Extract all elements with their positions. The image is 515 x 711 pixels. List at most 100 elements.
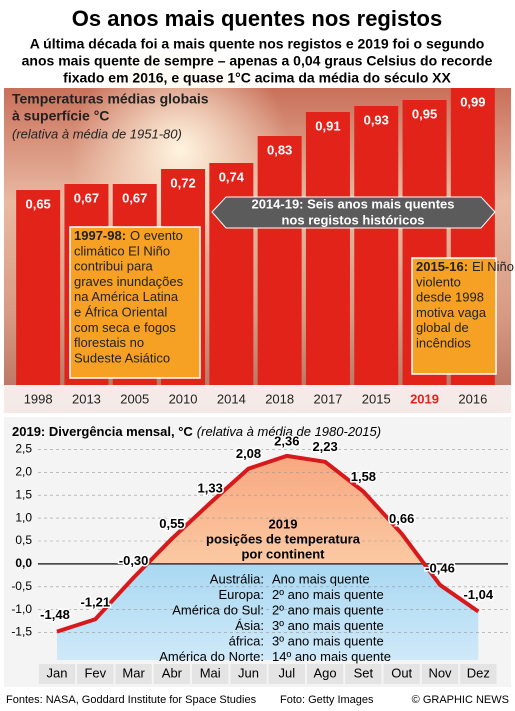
photo-credit: Foto: Getty Images (280, 694, 374, 706)
bar (16, 190, 61, 385)
credit: © GRAPHIC NEWS (412, 694, 509, 706)
panel-title: 2019 (269, 516, 298, 531)
y-tick-label: 0,5 (15, 533, 32, 547)
month-box (306, 664, 344, 684)
x-tick-label: 2017 (313, 391, 342, 406)
x-tick-label: Ago (314, 665, 337, 680)
value-label: 0,67 (122, 190, 147, 205)
month-box (230, 664, 267, 684)
annotation-text: graves inundações (74, 274, 184, 289)
area (57, 455, 479, 660)
value-label: 0,95 (412, 106, 437, 121)
annotation-box (411, 257, 497, 375)
month-box (77, 664, 114, 684)
value-label: 0,65 (25, 196, 50, 211)
y-tick-label: -1,0 (11, 602, 32, 616)
month-box (383, 664, 420, 684)
x-tick-label: Mar (122, 665, 145, 680)
x-tick-label: Set (354, 665, 374, 680)
value-label: 0,93 (364, 112, 389, 127)
annotation-line: incêndios (416, 336, 471, 351)
line (56, 453, 480, 634)
continent-name: Austrália: (210, 571, 264, 586)
value-label: -0,30 (119, 553, 149, 568)
continent-name: Ásia: (235, 618, 264, 633)
value-label: -1,04 (463, 587, 493, 602)
annotation-text: climático El Niño (74, 244, 170, 259)
bar (257, 136, 302, 385)
panel-title: posições de temperatura (206, 531, 361, 546)
chart-title: à superfície °C (12, 108, 109, 124)
bar (305, 112, 350, 385)
annotation-text: 2014-19: Seis anos mais quentes (251, 196, 454, 211)
value-label: 0,72 (170, 175, 195, 190)
annotation-line: O evento (130, 228, 183, 243)
annotation-line: violento (416, 275, 461, 290)
bar (209, 163, 254, 385)
annotation-text: Sudeste Asiático (74, 351, 170, 366)
annotation-line: desde 1998 (416, 290, 484, 305)
x-tick-label: 2016 (458, 391, 487, 406)
title: Os anos mais quentes nos registos (72, 6, 442, 31)
continent-name: áfrica: (229, 633, 264, 648)
continent-name: Europa: (218, 587, 264, 602)
x-tick-label: Jul (278, 665, 295, 680)
annotation-line: motiva vaga (416, 305, 487, 320)
month-box (153, 664, 191, 684)
continent-status: 2º ano mais quente (272, 602, 384, 617)
annotation-line: com seca e fogos (74, 320, 176, 335)
annotation-line: contribui para (74, 259, 154, 274)
x-tick-label: 1998 (24, 391, 53, 406)
y-tick-label: 1,0 (15, 510, 32, 524)
annotation-head: 1997-98: (74, 228, 126, 243)
continent-status: 14º ano mais quente (272, 649, 391, 664)
y-tick-label: 0,0 (15, 556, 32, 570)
annotation-text: desde 1998 (416, 290, 484, 305)
value-label: 2,36 (274, 433, 299, 448)
annotation-text: e África Oriental (74, 305, 167, 320)
x-tick-label: Fev (84, 665, 106, 680)
month-box (345, 664, 382, 684)
value-label: 0,83 (267, 142, 292, 157)
annotation-line: El Niño mais (472, 259, 515, 274)
x-tick-label: Nov (428, 665, 452, 680)
chart-subtitle: (relativa à média de 1951-80) (12, 126, 182, 141)
annotation-text: incêndios (416, 336, 471, 351)
annotation-text: 2015-16: El Niño mais (416, 259, 515, 274)
annotation-line: Sudeste Asiático (74, 351, 170, 366)
chart-subtitle: (relativa à média de 1980-2015) (197, 424, 381, 439)
subtitle: A última década foi a mais quente nos re… (30, 36, 485, 52)
value-label: 2,08 (236, 446, 261, 461)
continent-name: América do Sul: (172, 602, 264, 617)
value-label: -1,21 (80, 595, 110, 610)
x-tick-label: 2010 (169, 391, 198, 406)
chart-title: Temperaturas médias globais (12, 91, 209, 107)
x-tick-label: Abr (162, 665, 183, 680)
chart-title: 2019: Divergência mensal, °C (12, 424, 193, 439)
continent-status: 3º ano mais quente (272, 618, 384, 633)
annotation-text: global de (416, 321, 469, 336)
annotation-text: nos registos históricos (281, 212, 424, 227)
value-label: 0,99 (460, 94, 485, 109)
bar (354, 106, 399, 385)
panel-title: por continent (241, 546, 325, 561)
annotation-text: na América Latina (74, 290, 179, 305)
annotation-text: florestais no (74, 336, 144, 351)
month-box (115, 664, 152, 684)
axis-strip (4, 385, 511, 413)
x-tick-label: Dez (467, 665, 490, 680)
y-tick-label: 2,0 (15, 465, 32, 479)
annotation-box (69, 226, 201, 379)
value-label: 1,58 (351, 469, 376, 484)
value-label: 0,91 (315, 118, 340, 133)
x-tick-label: 2015 (362, 391, 391, 406)
annotation-text: motiva vaga (416, 305, 487, 320)
month-box (38, 664, 76, 684)
x-tick-label: 2013 (72, 391, 101, 406)
value-label: -1,48 (40, 607, 70, 622)
annotation-head: 2015-16: (416, 259, 468, 274)
annotation-line: climático El Niño (74, 244, 170, 259)
annotation-line: florestais no (74, 336, 144, 351)
